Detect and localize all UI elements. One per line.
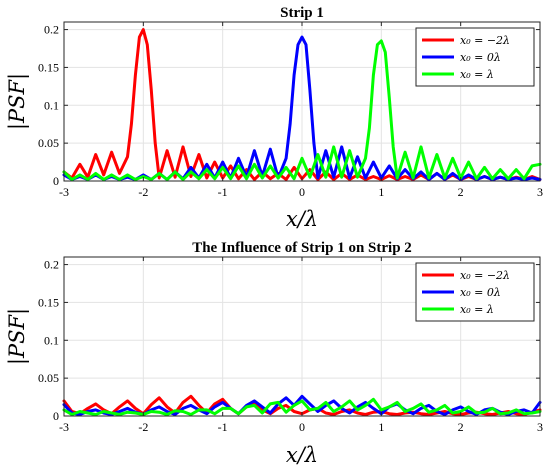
chart-title: The Influence of Strip 1 on Strip 2 — [192, 240, 412, 256]
x-tick-label: 1 — [378, 420, 384, 434]
x-tick-label: 0 — [299, 185, 305, 199]
x-tick-label: 2 — [458, 420, 464, 434]
x-tick-label: -1 — [218, 420, 228, 434]
y-tick-label: 0.1 — [44, 98, 59, 112]
y-axis-label: |PSF| — [5, 73, 30, 130]
chart-title: Strip 1 — [280, 5, 324, 21]
legend-label-1: x₀ = −2λ — [460, 34, 510, 47]
y-tick-label: 0 — [53, 174, 59, 188]
x-tick-label: -3 — [59, 185, 69, 199]
x-axis-label: x/λ — [286, 443, 318, 467]
chart-panel-1: -3 -2 -1 0 1 2 3 0 0.05 0.1 0.15 0.2 Strip 1 x/λ |PSF|… — [5, 5, 543, 231]
x-tick-label: -2 — [138, 185, 148, 199]
series-line-3 — [62, 39, 542, 181]
x-tick-label: 1 — [378, 185, 384, 199]
chart-panel-2: -3 -2 -1 0 1 2 3 0 0.05 0.1 0.15 0.2 The Influence o… — [5, 240, 543, 467]
y-axis-label: |PSF| — [5, 308, 30, 365]
legend-label-3: x₀ = λ — [460, 68, 494, 81]
x-tick-label: -2 — [138, 420, 148, 434]
x-tick-label: 2 — [458, 185, 464, 199]
y-tick-label: 0.15 — [38, 60, 59, 74]
tick-labels: -3 -2 -1 0 1 2 3 0 0.05 0.1 0.15 0.2 — [38, 22, 543, 199]
x-tick-label: 0 — [299, 420, 305, 434]
y-tick-label: 0.2 — [44, 23, 59, 37]
legend: x₀ = −2λ x₀ = 0λ x₀ = λ — [415, 262, 535, 322]
x-tick-label: -3 — [59, 420, 69, 434]
legend-label-3: x₀ = λ — [460, 303, 494, 316]
y-tick-label: 0.05 — [38, 371, 59, 385]
x-tick-label: 3 — [537, 420, 543, 434]
y-tick-label: 0.2 — [44, 258, 59, 272]
legend-label-1: x₀ = −2λ — [460, 269, 510, 282]
legend: x₀ = −2λ x₀ = 0λ x₀ = λ — [415, 27, 535, 87]
x-tick-label: 3 — [537, 185, 543, 199]
x-tick-label: -1 — [218, 185, 228, 199]
y-tick-label: 0 — [53, 409, 59, 423]
y-tick-label: 0.05 — [38, 136, 59, 150]
x-axis-label: x/λ — [286, 207, 318, 231]
y-tick-label: 0.15 — [38, 295, 59, 309]
tick-labels: -3 -2 -1 0 1 2 3 0 0.05 0.1 0.15 0.2 — [38, 257, 543, 434]
legend-label-2: x₀ = 0λ — [460, 51, 501, 64]
legend-label-2: x₀ = 0λ — [460, 286, 501, 299]
y-tick-label: 0.1 — [44, 333, 59, 347]
series-group — [62, 28, 542, 181]
